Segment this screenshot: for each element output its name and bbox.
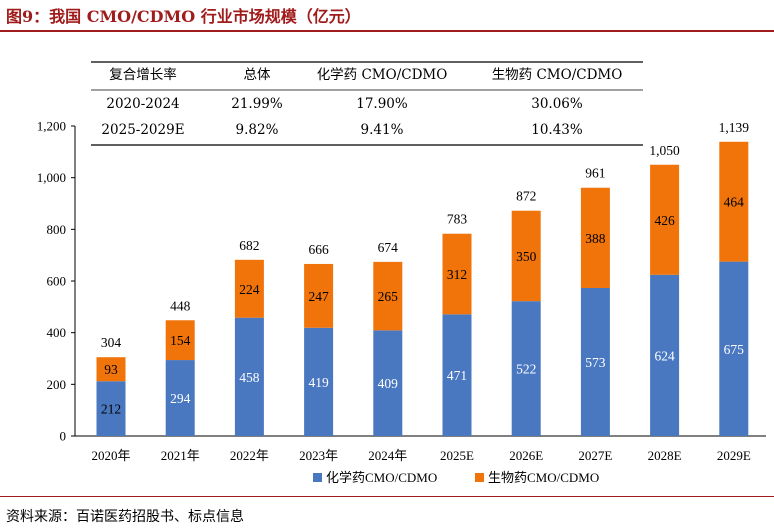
data-label-total: 1,139 [719, 120, 750, 135]
legend: 化学药CMO/CDMO 生物药CMO/CDMO [313, 470, 599, 485]
table-header-cell: 总体 [244, 67, 271, 83]
table-cell: 2025-2029E [101, 122, 184, 138]
data-label-total: 1,050 [649, 143, 680, 158]
title-rule [0, 30, 774, 32]
bars: 212 93 304 294 154 448 458 224 682 419 247 666 409 26… [96, 120, 750, 436]
table-cell: 21.99% [231, 96, 283, 112]
y-tick-label: 0 [60, 429, 67, 444]
data-label-chemical: 624 [654, 348, 675, 363]
data-label-chemical: 458 [239, 370, 260, 385]
data-label-total: 304 [101, 335, 122, 350]
y-tick-label: 1,000 [37, 170, 66, 185]
table-cell: 2020-2024 [106, 96, 179, 112]
legend-label: 化学药CMO/CDMO [326, 470, 437, 485]
bar-chemical [304, 327, 334, 436]
legend-swatch [475, 473, 484, 482]
x-tick-label: 2022年 [230, 448, 269, 463]
data-label-total: 448 [170, 298, 191, 313]
bar-biologic [165, 320, 195, 361]
x-tick-label: 2021年 [161, 448, 200, 463]
data-label-chemical: 522 [516, 362, 536, 377]
bar-biologic [373, 261, 403, 331]
x-tick-label: 2027E [578, 448, 612, 463]
x-tick-label: 2028E [648, 448, 682, 463]
legend-label: 生物药CMO/CDMO [488, 470, 599, 485]
source-note: 资料来源：百诺医药招股书、标点信息 [6, 509, 244, 525]
bar-chemical [96, 381, 126, 436]
bar-chemical [719, 261, 749, 436]
bar-chemical [511, 301, 541, 436]
bar-chemical [234, 317, 264, 436]
table-header-cell: 复合增长率 [109, 66, 177, 83]
bar-biologic [304, 263, 334, 328]
x-tick-label: 2020年 [91, 448, 130, 463]
bar-chemical [442, 314, 472, 436]
bar-biologic [96, 357, 126, 382]
data-label-chemical: 294 [170, 391, 191, 406]
data-label-biologic: 154 [170, 333, 191, 348]
x-tick-label: 2026E [509, 448, 543, 463]
table-cell: 9.41% [361, 122, 404, 138]
y-tick-label: 800 [47, 222, 67, 237]
x-axis-labels: 2020年 2021年 2022年 2023年 2024年 2025E 2026E 2027E… [91, 448, 750, 463]
table-cell: 10.43% [531, 122, 583, 138]
data-label-chemical: 471 [447, 368, 467, 383]
table-header-cell: 化学药 CMO/CDMO [317, 67, 448, 83]
y-tick-label: 400 [47, 325, 67, 340]
data-label-chemical: 675 [724, 342, 745, 357]
data-label-chemical: 419 [308, 375, 329, 390]
table-cell: 9.82% [236, 122, 279, 138]
data-label-total: 682 [239, 238, 259, 253]
table-header-cell: 生物药 CMO/CDMO [492, 67, 623, 83]
bar-biologic [719, 141, 749, 262]
y-tick-label: 200 [47, 377, 67, 392]
data-label-biologic: 93 [104, 362, 118, 377]
x-tick-label: 2024年 [368, 448, 407, 463]
data-label-chemical: 573 [585, 355, 606, 370]
data-label-total: 961 [585, 166, 605, 181]
data-label-total: 872 [516, 189, 536, 204]
bar-chemical [580, 287, 610, 436]
x-tick-label: 2029E [717, 448, 751, 463]
data-label-total: 674 [378, 240, 399, 255]
table-cell: 30.06% [531, 96, 583, 112]
footer-rule [0, 496, 774, 497]
data-label-chemical: 212 [101, 402, 121, 417]
stacked-bar-chart: 复合增长率 总体 化学药 CMO/CDMO 生物药 CMO/CDMO 2020-2024… [37, 61, 766, 485]
growth-rate-table: 复合增长率 总体 化学药 CMO/CDMO 生物药 CMO/CDMO 2020-2024… [91, 61, 643, 146]
bar-biologic [580, 187, 610, 288]
legend-swatch [313, 473, 322, 482]
x-tick-label: 2025E [440, 448, 474, 463]
data-label-chemical: 409 [378, 376, 399, 391]
chart-title: 图9：我国 CMO/CDMO 行业市场规模（亿元） [6, 7, 361, 26]
data-label-total: 783 [447, 212, 468, 227]
data-label-total: 666 [308, 242, 329, 257]
data-label-biologic: 350 [516, 249, 537, 264]
data-label-biologic: 388 [585, 231, 606, 246]
y-tick-label: 600 [47, 274, 67, 289]
x-tick-label: 2023年 [299, 448, 338, 463]
data-label-biologic: 312 [447, 267, 467, 282]
table-cell: 17.90% [356, 96, 408, 112]
data-label-biologic: 426 [654, 213, 675, 228]
bar-chemical [373, 330, 403, 436]
bar-chemical [650, 274, 680, 436]
bar-biologic [511, 210, 541, 302]
bar-biologic [442, 233, 472, 315]
data-label-biologic: 265 [378, 289, 399, 304]
data-label-biologic: 464 [724, 195, 745, 210]
data-label-biologic: 247 [308, 289, 329, 304]
data-label-biologic: 224 [239, 282, 260, 297]
bar-biologic [650, 164, 680, 275]
y-tick-label: 1,200 [37, 119, 66, 134]
bar-chemical [165, 360, 195, 436]
bar-biologic [234, 259, 264, 318]
